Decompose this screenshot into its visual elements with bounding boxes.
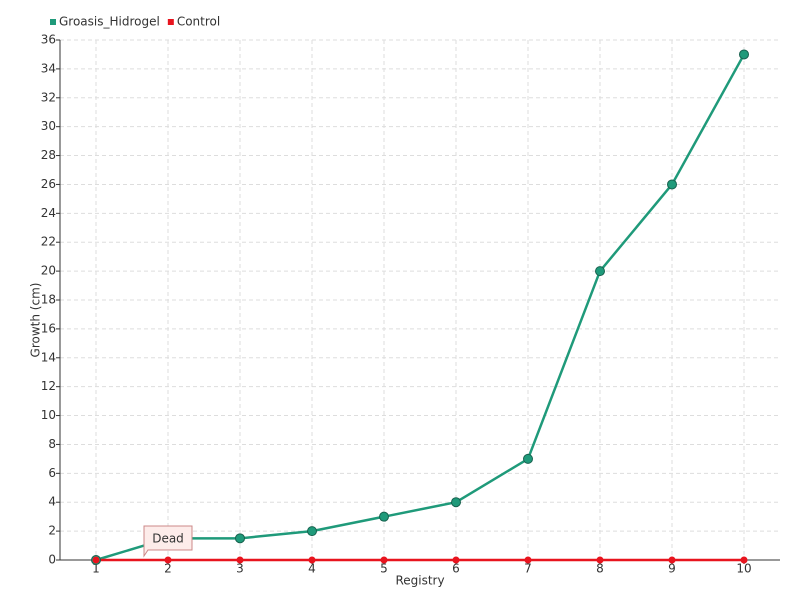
data-point xyxy=(164,556,172,564)
x-tick-label: 10 xyxy=(736,562,751,576)
x-tick-label: 7 xyxy=(524,562,532,576)
series-line xyxy=(95,53,746,562)
y-tick-label: 18 xyxy=(41,293,56,307)
x-tick-label: 2 xyxy=(164,562,172,576)
x-tick-label: 8 xyxy=(596,562,604,576)
y-tick-label: 4 xyxy=(48,495,56,509)
annotation: Dead xyxy=(143,525,193,558)
data-point xyxy=(235,533,245,544)
data-point xyxy=(307,526,317,537)
y-tick-label: 16 xyxy=(41,321,56,335)
data-point xyxy=(668,556,676,564)
data-point xyxy=(595,266,605,277)
y-tick-label: 10 xyxy=(41,408,56,422)
data-point xyxy=(379,511,389,522)
y-axis-label: Growth (cm) xyxy=(29,283,43,358)
y-tick-label: 12 xyxy=(41,379,56,393)
x-tick-label: 1 xyxy=(92,562,100,576)
data-point xyxy=(452,556,460,564)
y-tick-label: 0 xyxy=(48,553,56,567)
annotation-text: Dead xyxy=(152,532,184,546)
x-tick-label: 4 xyxy=(308,562,316,576)
y-tick-label: 26 xyxy=(41,177,56,191)
data-point xyxy=(236,556,244,564)
y-tick-label: 6 xyxy=(48,466,56,480)
data-point xyxy=(92,556,100,564)
annotation-box xyxy=(143,525,193,558)
data-point xyxy=(451,497,461,508)
y-tick-label: 8 xyxy=(48,437,56,451)
data-point xyxy=(739,49,749,60)
data-point xyxy=(380,556,388,564)
data-point xyxy=(667,179,677,190)
y-tick-label: 30 xyxy=(41,119,56,133)
y-tick-label: 14 xyxy=(41,350,56,364)
x-tick-label: 6 xyxy=(452,562,460,576)
y-tick-label: 20 xyxy=(41,264,56,278)
y-tick-label: 24 xyxy=(41,206,56,220)
legend-label: Groasis_Hidrogel xyxy=(59,15,160,29)
y-tick-label: 22 xyxy=(41,235,56,249)
x-tick-label: 5 xyxy=(380,562,388,576)
data-point xyxy=(740,556,748,564)
legend-label: Control xyxy=(177,15,220,29)
data-point xyxy=(596,556,604,564)
y-tick-label: 32 xyxy=(41,90,56,104)
y-tick-label: 34 xyxy=(41,61,56,75)
x-tick-label: 3 xyxy=(236,562,244,576)
data-point xyxy=(524,556,532,564)
data-point xyxy=(523,453,533,464)
legend-swatch xyxy=(50,19,56,25)
y-tick-label: 2 xyxy=(48,524,56,538)
x-axis-label: Registry xyxy=(395,574,444,588)
x-tick-label: 9 xyxy=(668,562,676,576)
y-tick-label: 36 xyxy=(41,33,56,47)
legend-swatch xyxy=(167,19,174,25)
y-tick-label: 28 xyxy=(41,148,56,162)
data-point xyxy=(308,556,316,564)
